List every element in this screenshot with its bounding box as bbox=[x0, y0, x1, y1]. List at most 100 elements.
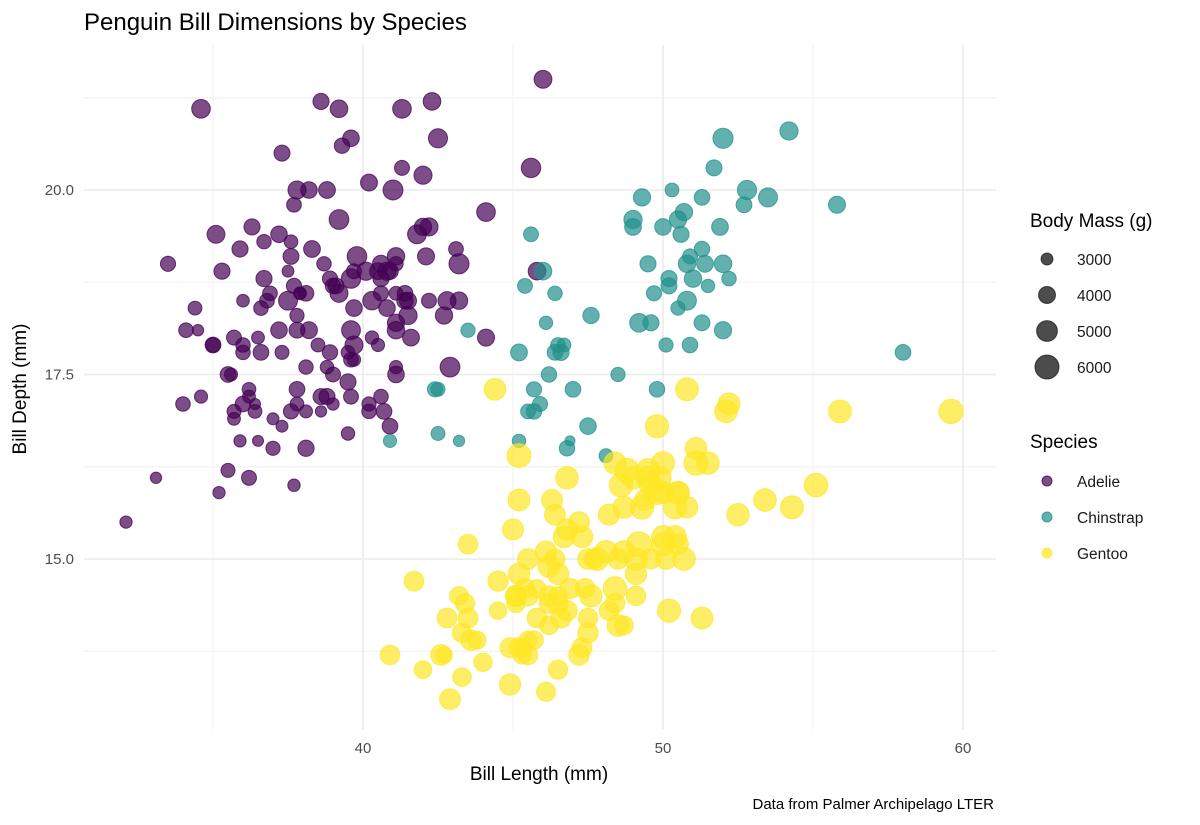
size-legend: Body Mass (g) 3000 4000 5000 6000 bbox=[1030, 211, 1152, 380]
data-point-gentoo bbox=[517, 585, 539, 607]
x-axis-ticks: 40 50 60 bbox=[355, 740, 972, 757]
data-point-gentoo bbox=[624, 547, 648, 571]
data-point-chinstrap bbox=[460, 322, 476, 338]
data-point-adelie bbox=[310, 337, 326, 353]
data-point-gentoo bbox=[606, 613, 630, 637]
data-point-adelie bbox=[206, 224, 226, 244]
data-point-gentoo bbox=[439, 688, 461, 711]
data-point-adelie bbox=[212, 485, 226, 500]
data-point-chinstrap bbox=[736, 179, 758, 201]
data-point-adelie bbox=[319, 359, 335, 375]
data-point-chinstrap bbox=[632, 188, 652, 207]
data-point-adelie bbox=[314, 405, 328, 418]
data-point-adelie bbox=[329, 99, 349, 119]
data-point-adelie bbox=[255, 270, 273, 288]
data-point-chinstrap bbox=[654, 218, 672, 236]
data-point-chinstrap bbox=[894, 344, 912, 361]
data-point-chinstrap bbox=[648, 381, 666, 398]
data-point-chinstrap bbox=[712, 127, 734, 149]
data-point-adelie bbox=[316, 256, 332, 272]
data-point-adelie bbox=[439, 356, 461, 378]
data-point-gentoo bbox=[690, 606, 714, 630]
data-point-chinstrap bbox=[681, 336, 699, 354]
data-point-adelie bbox=[419, 217, 439, 237]
data-point-adelie bbox=[287, 478, 301, 492]
size-legend-title: Body Mass (g) bbox=[1030, 211, 1152, 232]
data-point-adelie bbox=[297, 439, 315, 457]
data-point-gentoo bbox=[828, 399, 852, 424]
data-point-chinstrap bbox=[533, 261, 553, 281]
data-point-chinstrap bbox=[711, 218, 729, 236]
data-point-adelie bbox=[119, 515, 133, 529]
data-point-adelie bbox=[340, 426, 356, 441]
data-point-adelie bbox=[520, 157, 542, 179]
data-point-chinstrap bbox=[525, 403, 543, 420]
data-point-adelie bbox=[361, 396, 377, 412]
data-point-adelie bbox=[178, 322, 194, 339]
data-point-adelie bbox=[298, 404, 314, 419]
data-point-chinstrap bbox=[677, 254, 697, 274]
data-point-chinstrap bbox=[693, 314, 711, 332]
size-legend-key bbox=[1036, 320, 1058, 342]
data-point-adelie bbox=[281, 264, 295, 278]
data-point-adelie bbox=[402, 328, 420, 347]
data-point-adelie bbox=[270, 321, 288, 339]
data-point-adelie bbox=[392, 98, 412, 119]
data-point-gentoo bbox=[604, 593, 626, 614]
data-point-chinstrap bbox=[696, 254, 714, 273]
data-point-gentoo bbox=[594, 539, 618, 564]
series-chinstrap bbox=[382, 121, 912, 464]
data-point-adelie bbox=[360, 173, 378, 192]
data-point-adelie bbox=[329, 283, 349, 303]
data-point-gentoo bbox=[507, 488, 531, 512]
size-legend-label: 6000 bbox=[1077, 360, 1112, 377]
data-point-adelie bbox=[381, 417, 399, 435]
data-point-adelie bbox=[387, 365, 405, 384]
data-point-chinstrap bbox=[582, 306, 600, 325]
data-point-gentoo bbox=[539, 615, 559, 636]
data-point-gentoo bbox=[648, 466, 672, 490]
data-point-adelie bbox=[251, 330, 265, 345]
color-legend-key-adelie bbox=[1041, 475, 1053, 487]
data-point-gentoo bbox=[454, 593, 476, 614]
data-point-adelie bbox=[422, 92, 442, 111]
data-point-adelie bbox=[226, 329, 242, 346]
data-point-adelie bbox=[416, 247, 436, 266]
data-point-chinstrap bbox=[660, 277, 678, 295]
data-point-adelie bbox=[449, 291, 469, 310]
data-point-gentoo bbox=[938, 398, 964, 425]
chart-caption: Data from Palmer Archipelago LTER bbox=[753, 796, 995, 813]
data-point-gentoo bbox=[544, 503, 566, 526]
x-tick-label: 60 bbox=[955, 740, 972, 757]
data-point-adelie bbox=[298, 359, 314, 375]
data-point-adelie bbox=[234, 395, 252, 413]
data-point-gentoo bbox=[457, 533, 479, 555]
data-point-gentoo bbox=[451, 622, 473, 643]
color-legend-label: Adelie bbox=[1077, 474, 1120, 491]
data-point-adelie bbox=[243, 218, 261, 236]
data-point-adelie bbox=[191, 324, 205, 337]
data-point-adelie bbox=[233, 434, 247, 448]
data-point-adelie bbox=[386, 247, 406, 266]
data-point-gentoo bbox=[614, 457, 640, 483]
data-point-adelie bbox=[346, 263, 362, 280]
data-point-chinstrap bbox=[382, 433, 398, 448]
data-point-adelie bbox=[300, 181, 318, 199]
data-point-gentoo bbox=[538, 593, 560, 614]
data-point-adelie bbox=[394, 159, 410, 176]
data-point-chinstrap bbox=[538, 315, 554, 331]
data-point-gentoo bbox=[726, 503, 750, 527]
data-point-adelie bbox=[241, 469, 257, 486]
size-legend-label: 5000 bbox=[1077, 324, 1112, 341]
data-point-chinstrap bbox=[430, 381, 446, 397]
data-point-gentoo bbox=[483, 377, 507, 401]
size-legend-key bbox=[1037, 285, 1057, 305]
data-point-gentoo bbox=[498, 673, 522, 696]
y-tick-label: 17.5 bbox=[45, 367, 74, 384]
data-point-adelie bbox=[288, 321, 306, 339]
x-axis-title: Bill Length (mm) bbox=[470, 764, 608, 785]
data-point-adelie bbox=[312, 92, 330, 110]
data-point-gentoo bbox=[667, 533, 689, 556]
data-point-adelie bbox=[342, 129, 360, 148]
data-point-chinstrap bbox=[547, 285, 563, 302]
